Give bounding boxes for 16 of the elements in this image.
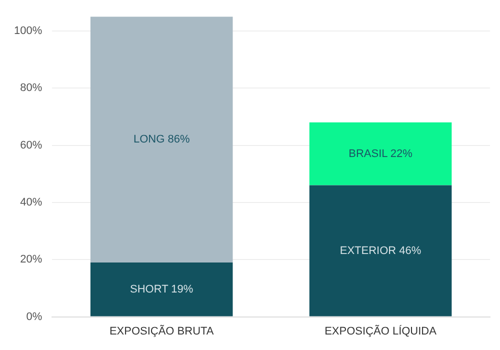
y-tick-label: 80%	[20, 82, 42, 94]
x-tick-label: EXPOSIÇÃO LÍQUIDA	[324, 324, 438, 338]
x-tick-label: EXPOSIÇÃO BRUTA	[109, 324, 214, 338]
bar	[309, 122, 452, 186]
y-tick-label: 20%	[20, 254, 42, 266]
data-label: LONG 86%	[133, 134, 190, 146]
y-tick-label: 100%	[14, 24, 42, 37]
y-tick-label: 40%	[20, 196, 42, 208]
bar	[90, 262, 233, 316]
data-label: EXTERIOR 46%	[340, 244, 422, 257]
bar	[90, 16, 233, 262]
bar	[309, 185, 452, 316]
y-tick-label: 60%	[20, 139, 42, 152]
y-tick-label: 0%	[26, 310, 42, 323]
data-label: BRASIL 22%	[348, 148, 413, 160]
data-label: SHORT 19%	[130, 283, 194, 296]
